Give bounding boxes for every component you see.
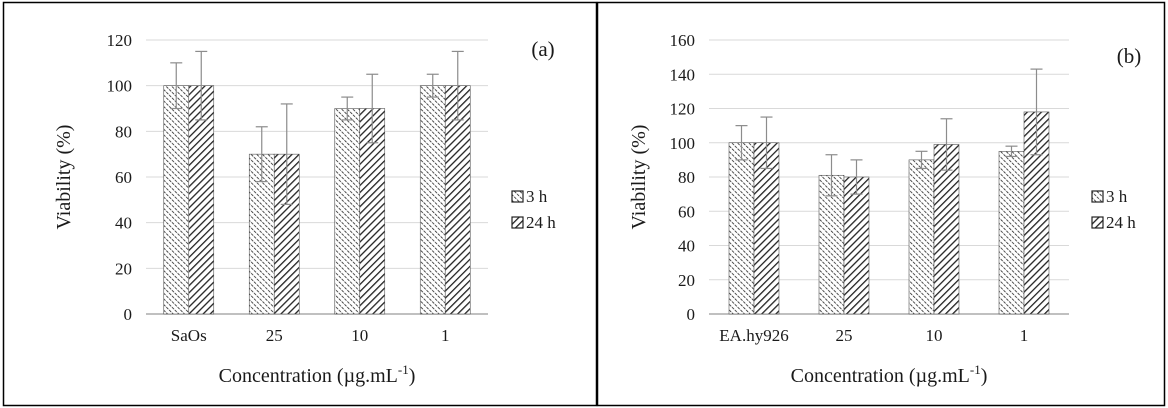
y-tick-label: 40 bbox=[678, 237, 695, 256]
panel-label: (a) bbox=[531, 37, 554, 61]
bar-24h bbox=[753, 142, 780, 315]
y-axis-label: Viability (%) bbox=[628, 125, 650, 230]
x-axis-label-superscript: -1 bbox=[970, 362, 981, 377]
legend-label: 24 h bbox=[526, 213, 556, 232]
bar-3h bbox=[334, 108, 361, 315]
x-axis-label: Concentration (µg.mL-1) bbox=[791, 362, 988, 387]
y-tick-label: 140 bbox=[670, 65, 696, 84]
x-axis-label-main: Concentration (µg.mL bbox=[219, 365, 398, 387]
y-tick-label: 80 bbox=[678, 168, 695, 187]
legend-swatch-3h bbox=[1091, 190, 1104, 203]
y-tick-label: 100 bbox=[670, 134, 696, 153]
legend-label: 3 h bbox=[1106, 187, 1128, 206]
legend-swatch-3h bbox=[511, 190, 524, 203]
x-tick-label: 1 bbox=[1020, 326, 1029, 345]
panel-border bbox=[596, 1, 1166, 407]
x-axis-label-main: Concentration (µg.mL bbox=[791, 365, 970, 387]
x-tick-label: EA.hy926 bbox=[719, 326, 788, 345]
y-tick-label: 120 bbox=[107, 31, 133, 50]
y-axis-label: Viability (%) bbox=[53, 125, 75, 230]
y-tick-label: 0 bbox=[687, 305, 696, 324]
y-tick-label: 40 bbox=[115, 214, 132, 233]
bar-24h bbox=[188, 85, 215, 315]
x-tick-label: 25 bbox=[266, 326, 283, 345]
x-tick-label: 10 bbox=[926, 326, 943, 345]
x-axis-label-end: ) bbox=[409, 365, 416, 387]
chart-panel-a: 0 20 40 60 80 100 120 SaOs 25 10 1 Viability (%) Con… bbox=[2, 1, 598, 407]
bar-3h bbox=[818, 174, 845, 315]
y-tick-label: 100 bbox=[107, 77, 133, 96]
x-axis-label: Concentration (µg.mL-1) bbox=[219, 362, 416, 387]
bar-3h bbox=[163, 85, 190, 315]
panel-border bbox=[2, 1, 598, 407]
y-tick-label: 160 bbox=[670, 31, 696, 50]
y-tick-label: 20 bbox=[115, 259, 132, 278]
bar-24h bbox=[444, 85, 471, 315]
bar-3h bbox=[998, 151, 1025, 315]
legend-swatch-24h bbox=[511, 216, 524, 229]
x-tick-label: 1 bbox=[441, 326, 450, 345]
x-axis-label-superscript: -1 bbox=[398, 362, 409, 377]
y-tick-label: 20 bbox=[678, 271, 695, 290]
bar-3h bbox=[728, 142, 755, 315]
legend-label: 3 h bbox=[526, 187, 548, 206]
x-tick-label: 10 bbox=[351, 326, 368, 345]
legend-label: 24 h bbox=[1106, 213, 1136, 232]
bar-3h bbox=[908, 159, 935, 315]
chart-panel-b: 0 20 40 60 80 100 120 140 160 EA.hy926 25 10 1 Viabil… bbox=[596, 1, 1166, 407]
y-tick-label: 0 bbox=[124, 305, 133, 324]
x-tick-label: SaOs bbox=[171, 326, 207, 345]
y-tick-label: 60 bbox=[115, 168, 132, 187]
legend-swatch-24h bbox=[1091, 216, 1104, 229]
x-tick-label: 25 bbox=[836, 326, 853, 345]
x-axis-label-end: ) bbox=[981, 365, 988, 387]
bar-3h bbox=[419, 85, 446, 315]
y-tick-label: 120 bbox=[670, 100, 696, 119]
y-tick-label: 80 bbox=[115, 122, 132, 141]
bar-24h bbox=[843, 176, 870, 315]
y-tick-label: 60 bbox=[678, 202, 695, 221]
panel-label: (b) bbox=[1117, 44, 1142, 68]
